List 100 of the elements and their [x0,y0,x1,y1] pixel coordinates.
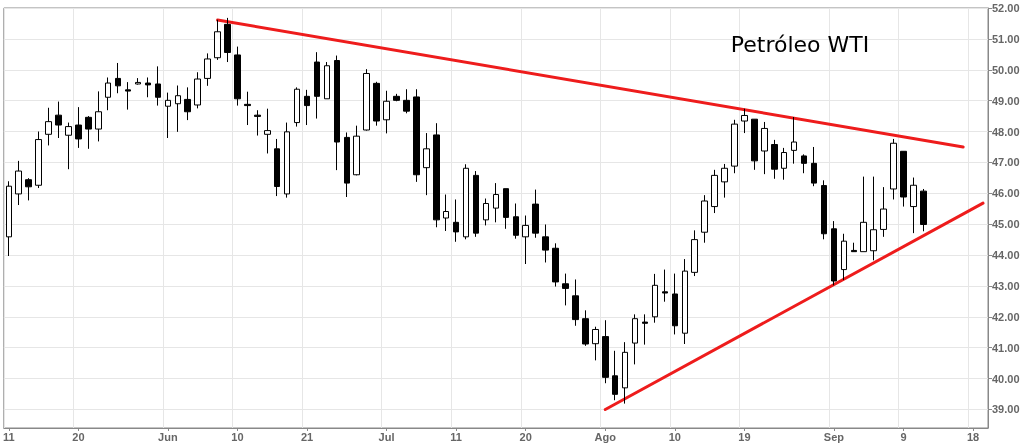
candlestick [572,278,579,327]
candlestick [532,189,539,239]
candlestick [483,198,489,226]
x-tick-label: 20 [519,430,532,443]
y-tick-label: 48.00 [992,125,1020,138]
candlestick [721,163,728,199]
candlestick [274,138,280,197]
candlestick [662,269,668,303]
x-tick-label: Jul [378,430,395,443]
candlestick [453,198,459,243]
candlestick [900,150,907,208]
candlestick [284,122,290,199]
y-tick-label: 46.00 [992,187,1020,200]
candlestick [880,186,887,238]
y-tick-label: 51.00 [992,32,1020,45]
candlestick [224,17,231,63]
y-tick-label: 42.00 [992,310,1020,323]
candlestick [383,90,390,134]
candlestick [503,188,509,230]
candlestick [55,101,62,139]
candlestick [264,108,271,154]
candlestick [642,313,648,346]
candlestick [582,309,589,347]
x-tick-label: 9 [900,430,907,443]
x-tick-label: 20 [72,430,85,443]
candlestick [860,176,867,253]
candlestick [781,147,787,181]
candlestick [652,273,658,324]
x-tick-label: Ago [594,430,617,443]
candlestick [791,116,797,165]
candlestick [413,88,420,183]
y-tick-label: 52.00 [992,2,1020,14]
candlestick [75,106,82,149]
candlestick [344,131,350,198]
candlestick [373,81,380,127]
candlestick [294,86,300,128]
candlestick [85,115,92,150]
candlestick [65,122,72,170]
candlestick [165,92,171,139]
y-tick-label: 40.00 [992,372,1020,385]
candlestick [870,176,877,261]
candlestick [433,122,440,228]
candlestick [851,242,857,253]
candlestick [393,93,400,102]
candlestick [25,177,32,201]
candlestick [334,55,340,171]
candlestick [353,125,360,176]
x-tick-label: 19 [738,430,751,443]
y-tick-label: 49.00 [992,94,1020,107]
candlestick [473,170,479,238]
candlestick [602,319,609,384]
candlestick [105,76,111,111]
candlestick [244,91,251,126]
candlestick [304,89,310,126]
candlestick [691,229,698,277]
candlestick [403,88,410,114]
candlestick [592,326,599,361]
candlestick [35,131,42,189]
candlestick [324,61,330,100]
candlestick [363,68,370,132]
x-tick-label: 21 [300,430,314,443]
candlestick [493,182,499,223]
candlestick [254,109,261,137]
candlestick [811,146,817,187]
candlestick [135,77,141,86]
candlestick [841,233,847,281]
candlestick [125,81,131,111]
candlestick [175,85,181,133]
y-tick-label: 43.00 [992,279,1020,292]
candlestick [731,119,738,174]
candlestick [522,215,529,265]
candlestick [751,118,758,171]
x-tick-label: Sep [823,430,845,443]
candlestick [801,153,807,174]
y-tick-label: 39.00 [992,403,1020,416]
candlestick [423,132,430,196]
candlestick [711,169,718,214]
y-tick-label: 41.00 [992,341,1020,354]
candlestick [234,46,241,107]
candlestick [6,180,12,257]
candlestick [155,65,161,107]
candlestick [115,62,121,94]
candlestick [741,108,748,134]
candlestick [513,202,519,240]
candlestick [95,90,102,142]
y-tick-label: 44.00 [992,249,1020,262]
candlestick [910,177,917,234]
candlestick [612,350,618,401]
x-tick-label: 10 [668,430,681,443]
candlestick [821,179,827,240]
candlestick [45,107,52,146]
candlestick [204,52,211,87]
candlestick [15,160,22,206]
candlestick [542,223,549,263]
candlestick [632,313,638,365]
x-tick-label: Jun [158,430,178,443]
x-tick-label: 11 [2,430,15,443]
candlestick [214,19,221,61]
candlestick [920,188,927,232]
candlestick [314,51,320,120]
